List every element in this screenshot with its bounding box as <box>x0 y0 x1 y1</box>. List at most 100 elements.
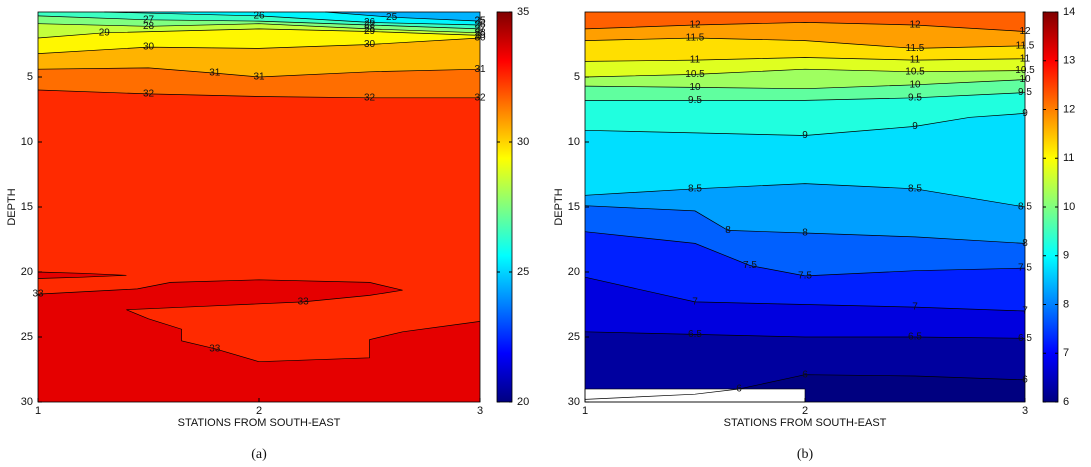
y-tick-label: 20 <box>568 266 580 278</box>
contour-label: 8.5 <box>688 183 702 194</box>
x-tick-label: 2 <box>802 405 808 417</box>
colorbar-tick-label: 13 <box>1063 55 1075 67</box>
caption: (a) <box>251 447 267 462</box>
colorbar-tick-label: 10 <box>1063 201 1075 213</box>
contour-label: 26 <box>253 11 265 22</box>
contour-label: 8 <box>725 225 731 236</box>
contour-label: 11 <box>910 55 921 66</box>
contour-line <box>37 37 481 54</box>
contour-line <box>325 11 481 22</box>
contour-label: 11 <box>690 55 701 66</box>
contour-line <box>584 331 1026 339</box>
contour-label: 9.5 <box>908 92 922 103</box>
contour-label: 11.5 <box>686 33 705 44</box>
y-axis-label: DEPTH <box>6 188 18 225</box>
contour-label: 10 <box>909 79 921 90</box>
x-tick-label: 1 <box>35 405 41 417</box>
y-tick-label: 5 <box>574 71 580 83</box>
contour-line <box>584 276 1026 312</box>
contour-label: 32 <box>143 89 155 100</box>
x-tick-label: 2 <box>256 405 262 417</box>
contour-fill <box>585 12 1025 32</box>
y-tick-label: 5 <box>27 71 33 83</box>
contour-label: 12 <box>689 20 701 31</box>
contour-line <box>104 11 481 26</box>
y-tick-label: 15 <box>568 201 580 213</box>
contour-line <box>37 23 481 34</box>
y-tick-label: 15 <box>21 201 33 213</box>
contour-line <box>584 22 1026 32</box>
y-tick-label: 10 <box>21 136 33 148</box>
x-tick-label: 1 <box>582 405 588 417</box>
contour-line <box>584 183 1026 208</box>
y-tick-label: 25 <box>21 331 33 343</box>
contour-label: 7.5 <box>743 260 757 271</box>
contour-fill <box>38 12 480 22</box>
contour-label: 6.5 <box>908 332 922 343</box>
contour-label: 9.5 <box>688 95 702 106</box>
contour-label: 6 <box>802 369 808 380</box>
colorbar-tick-label: 35 <box>517 6 529 18</box>
contour-label: 31 <box>253 72 265 83</box>
x-axis-label: STATIONS FROM SOUTH-EAST <box>724 417 887 429</box>
contour-label: 25 <box>386 12 398 23</box>
colorbar <box>496 11 513 403</box>
contour-label: 28 <box>364 24 376 35</box>
colorbar-tick-label: 7 <box>1063 347 1069 359</box>
contour-label: 29 <box>364 26 376 37</box>
contour-line <box>37 279 481 363</box>
contour-label: 26 <box>364 17 376 28</box>
contour-label: 33 <box>209 343 221 354</box>
contour-label: 31 <box>209 68 221 79</box>
contour-line <box>37 67 481 78</box>
contour-line <box>37 28 481 39</box>
contour-label: 12 <box>909 20 921 31</box>
contour-label: 9 <box>802 130 808 141</box>
contour-label: 6 <box>736 384 742 395</box>
contour-label: 10.5 <box>905 66 925 77</box>
y-tick-label: 30 <box>568 396 580 408</box>
contour-line <box>584 79 1026 90</box>
contour-label: 7.5 <box>798 271 812 282</box>
caption: (b) <box>797 447 814 462</box>
contour-label: 10.5 <box>685 69 705 80</box>
x-axis-label: STATIONS FROM SOUTH-EAST <box>178 417 341 429</box>
no-data-area <box>584 388 806 403</box>
contour-label: 8.5 <box>908 183 922 194</box>
contour-label: 10 <box>689 82 701 93</box>
contour-line <box>585 92 1026 101</box>
y-tick-label: 10 <box>568 136 580 148</box>
contour-line <box>584 113 1026 136</box>
colorbar-tick-label: 14 <box>1063 6 1075 18</box>
contour-line <box>584 205 1026 244</box>
contour-label: 30 <box>364 39 376 50</box>
colorbar-tick-label: 12 <box>1063 103 1075 115</box>
contour-label: 30 <box>143 42 155 53</box>
contour-label: 32 <box>364 92 376 103</box>
contour-line <box>37 89 480 99</box>
contour-line <box>584 68 1026 78</box>
contour-label: 27 <box>364 20 376 31</box>
contour-line <box>584 231 1026 277</box>
colorbar-tick-label: 30 <box>517 136 529 148</box>
y-tick-label: 25 <box>568 331 580 343</box>
contour-label: 33 <box>298 297 310 308</box>
contour-label: 28 <box>143 21 155 32</box>
colorbar-tick-label: 9 <box>1063 250 1069 262</box>
contour-line <box>37 15 481 30</box>
y-tick-label: 30 <box>21 396 33 408</box>
contour-label: 27 <box>143 14 155 25</box>
contour-label: 7 <box>912 302 918 313</box>
contour-label: 29 <box>99 27 111 38</box>
contour-line <box>37 271 127 279</box>
y-axis-label: DEPTH <box>553 188 565 225</box>
contour-line <box>584 374 1026 400</box>
colorbar-tick-label: 6 <box>1063 396 1069 408</box>
contour-line <box>584 37 1026 49</box>
colorbar-tick-label: 20 <box>517 396 529 408</box>
x-tick-label: 3 <box>1022 405 1028 417</box>
y-tick-label: 20 <box>21 266 33 278</box>
